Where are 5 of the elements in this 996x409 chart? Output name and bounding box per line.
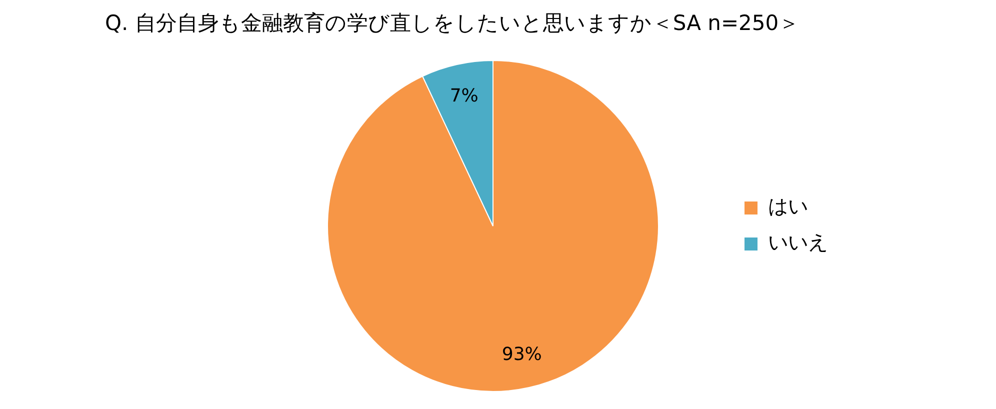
- legend-label: いいえ: [768, 230, 828, 254]
- chart-title: Q. 自分自身も金融教育の学び直しをしたいと思いますか＜SA n=250＞: [104, 10, 801, 37]
- legend-label: はい: [768, 194, 808, 218]
- data-label: 93%: [502, 344, 542, 365]
- data-label: 7%: [450, 85, 478, 106]
